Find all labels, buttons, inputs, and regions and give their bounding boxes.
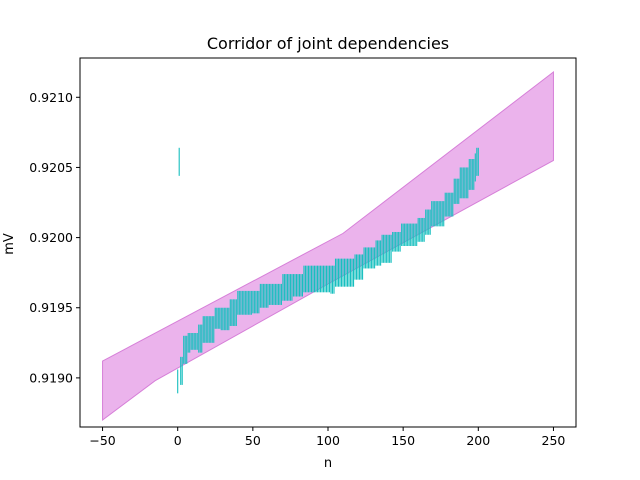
x-tick-label: 200 (466, 433, 490, 448)
chart-title: Corridor of joint dependencies (207, 34, 449, 53)
segments-layer (177, 147, 479, 394)
x-tick-label: 50 (245, 433, 261, 448)
corridor-band (102, 71, 554, 421)
y-tick-label: 0.9195 (29, 300, 73, 315)
y-tick-label: 0.9200 (29, 230, 73, 245)
x-tick-label: 100 (316, 433, 340, 448)
x-tick-label: 150 (391, 433, 415, 448)
axes-layer: −50 0 50 100 150 200 250 0.9190 0.9195 0.9200 0.92… (29, 57, 577, 448)
y-tick-label: 0.9205 (29, 160, 73, 175)
x-tick-label: 0 (174, 433, 182, 448)
y-axis-label: mV (2, 233, 17, 255)
x-tick-label: −50 (89, 433, 115, 448)
corridor-layer (102, 71, 554, 421)
x-axis-label: n (324, 456, 332, 471)
y-tick-label: 0.9210 (29, 90, 73, 105)
y-tick-label: 0.9190 (29, 370, 73, 385)
x-tick-label: 250 (542, 433, 566, 448)
